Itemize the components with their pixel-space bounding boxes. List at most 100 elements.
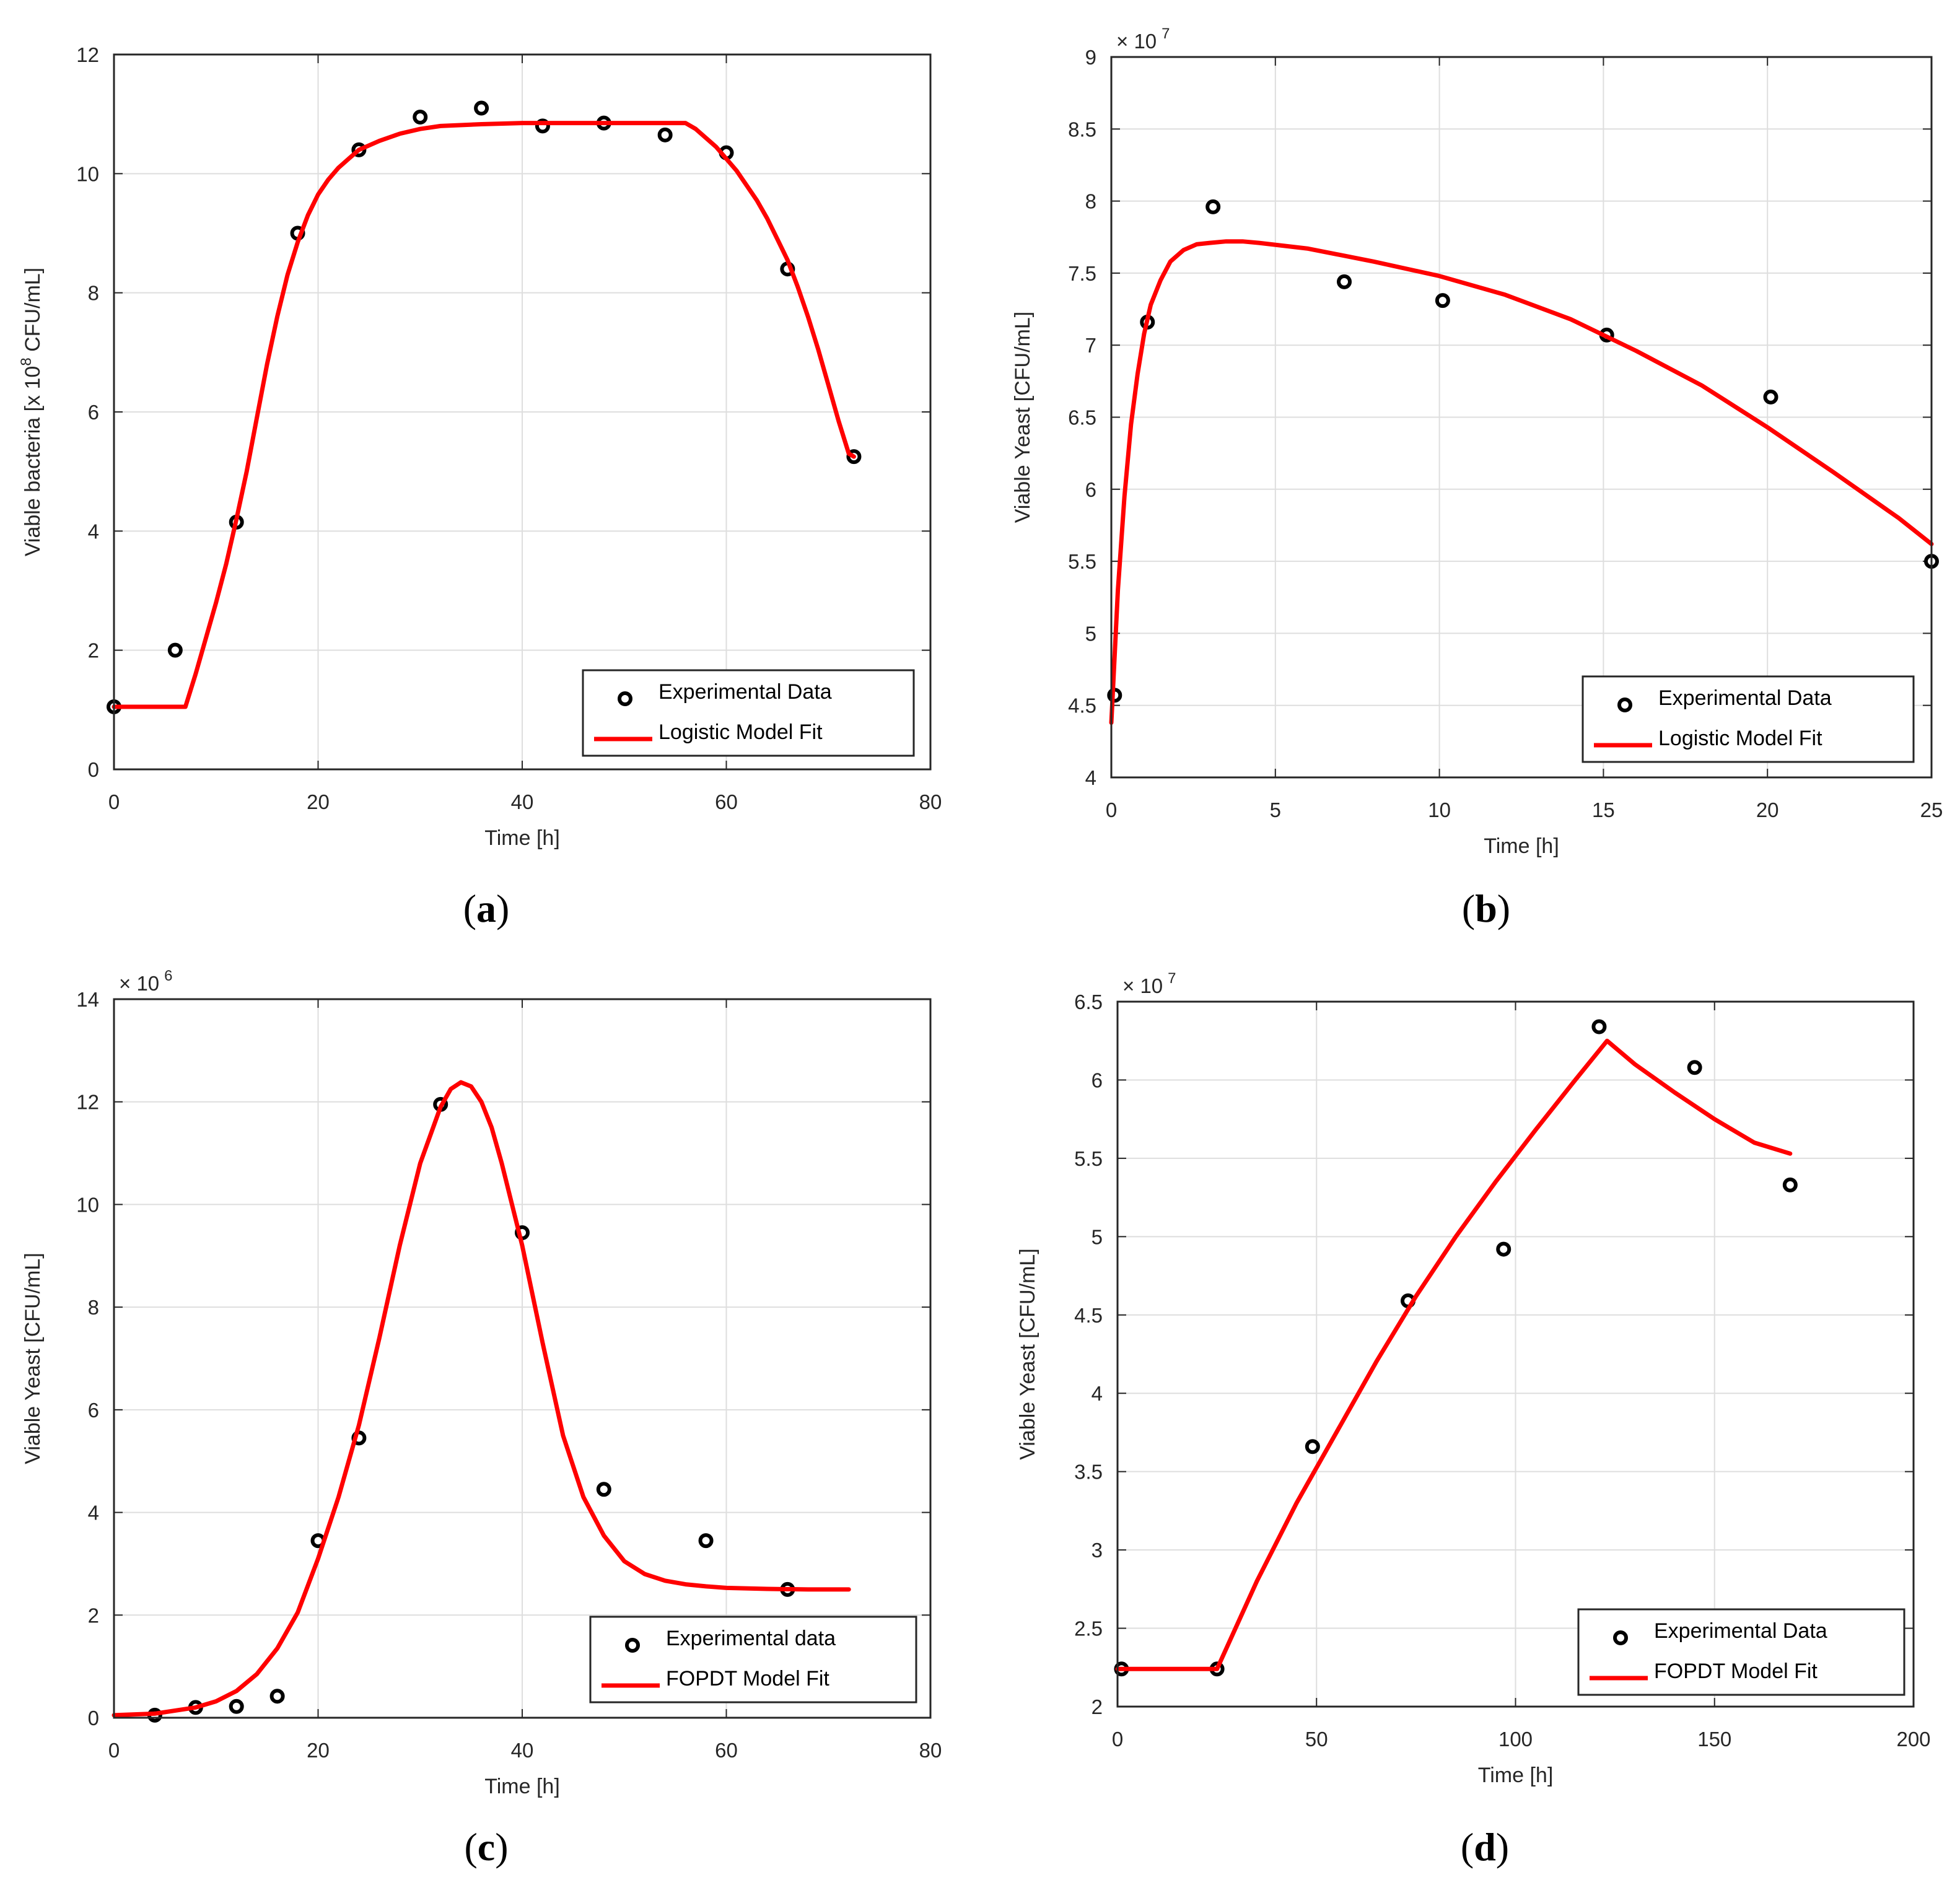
axis-exponent: × 10 7 [1122,970,1176,997]
y-axis-label: Viable Yeast [CFU/mL] [1011,312,1035,523]
legend: Experimental Data Logistic Model Fit [582,669,915,757]
y-tick-label: 12 [76,43,99,66]
y-tick-label: 0 [88,1707,99,1730]
y-axis-label-superscript: 8 [18,357,35,365]
y-tick-label: 12 [76,1091,99,1114]
y-tick-label: 6 [1092,1069,1103,1091]
y-tick-label: 6.5 [1068,406,1096,429]
data-point [474,100,489,116]
panel-label: (a) [463,886,510,930]
legend-box [589,1616,917,1703]
y-tick-label: 6 [88,1399,99,1422]
x-tick-label: 200 [1896,1728,1930,1751]
y-tick-label: 4.5 [1074,1304,1103,1327]
y-axis-label: Viable bacteria [x 108 CFU/mL] [18,268,45,556]
legend-marker-swatch [618,691,632,706]
chart-panel-c: 0 20 40 60 80 0 2 4 6 8 10 12 14 Time [h] Viable Yeast… [21,968,942,1869]
x-axis-label: Time [h] [484,826,560,850]
y-axis-label: Viable Yeast [CFU/mL] [1016,1248,1039,1459]
y-axis-label-suffix: CFU/mL] [21,268,45,357]
data-point [1591,1019,1607,1034]
axes-box [1110,56,1933,779]
panel-label-letter: a [476,886,496,930]
legend-box [1582,675,1915,763]
axes-box [1116,1000,1915,1708]
x-tick-label: 0 [1112,1728,1123,1751]
x-tick-label: 0 [108,1739,120,1762]
data-point [698,1533,714,1549]
y-tick-label: 7 [1085,334,1096,357]
y-tick-label: 10 [76,1193,99,1216]
y-tick-label: 10 [76,162,99,185]
y-tick-label: 4 [1085,766,1096,789]
legend-marker-swatch [1617,698,1632,712]
model-fit-line [112,1080,851,1718]
y-axis-label-text: Viable Yeast [CFU/mL] [1016,1248,1039,1459]
panel-label: (d) [1461,1825,1509,1869]
y-tick-label: 8 [1085,190,1096,213]
y-tick-label: 7.5 [1068,262,1096,285]
axis-exponent-power: 7 [1162,25,1170,42]
y-axis-label-text: Viable Yeast [CFU/mL] [21,1253,45,1464]
x-tick-label: 80 [919,790,942,813]
data-point [657,127,673,142]
data-point [1782,1177,1798,1192]
y-tick-label: 4.5 [1068,694,1096,717]
chart-panel-b: 0 5 10 15 20 25 4 4.5 5 5.5 6 6.5 7 7.5 8 8.5 9 Time [h] V… [1011,25,1943,930]
x-tick-label: 20 [307,790,330,813]
chart-panel-a: 0 20 40 60 80 0 2 4 6 8 10 12 Time [h] Viable bacteri… [18,43,942,930]
axis-exponent-base: × 10 [1116,30,1157,53]
data-point [1687,1060,1702,1075]
axis-exponent-base: × 10 [1122,974,1163,997]
legend: Experimental Data Logistic Model Fit [1582,675,1915,763]
x-tick-label: 5 [1270,798,1281,821]
y-tick-label: 8.5 [1068,118,1096,141]
x-tick-label: 20 [1756,798,1779,821]
legend-label: Experimental Data [1658,686,1832,710]
y-tick-label: 9 [1085,46,1096,69]
x-tick-label: 20 [307,1739,330,1762]
panel-label: (b) [1462,886,1510,930]
panel-label-open: ( [1461,1825,1474,1869]
x-tick-label: 50 [1305,1728,1328,1751]
y-tick-label: 5.5 [1068,550,1096,573]
x-tick-label: 60 [715,790,738,813]
x-axis-label: Time [h] [484,1775,560,1798]
panel-label-letter: d [1474,1825,1496,1869]
legend-box [1577,1608,1905,1696]
y-tick-label: 6 [1085,478,1096,501]
x-tick-label: 0 [108,790,120,813]
x-tick-label: 15 [1592,798,1615,821]
x-tick-label: 60 [715,1739,738,1762]
data-point [1337,274,1352,289]
panel-label-letter: c [478,1825,495,1869]
y-tick-label: 2.5 [1074,1617,1103,1640]
data-point [413,109,428,125]
data-point [596,1482,611,1497]
y-tick-label: 5 [1092,1225,1103,1248]
x-tick-label: 100 [1498,1728,1533,1751]
legend: Experimental Data FOPDT Model Fit [1577,1608,1905,1696]
x-tick-label: 150 [1697,1728,1731,1751]
legend-marker-swatch [625,1638,640,1653]
legend-box [582,669,915,757]
legend-marker-swatch [1613,1630,1628,1645]
axis-exponent-power: 7 [1168,970,1176,987]
y-tick-label: 8 [88,1296,99,1319]
y-tick-label: 8 [88,282,99,305]
y-tick-label: 6.5 [1074,991,1103,1013]
model-fit-line [1115,1038,1793,1671]
panel-label-open: ( [1462,886,1475,930]
axis-exponent: × 10 7 [1116,25,1170,53]
y-tick-label: 4 [88,520,99,543]
data-point [269,1689,285,1704]
panel-label-open: ( [464,1825,477,1869]
x-axis-label: Time [h] [1484,834,1559,858]
model-fit-line [1109,239,1934,725]
data-point [229,1699,244,1714]
y-tick-label: 5 [1085,622,1096,645]
panel-label-close: ) [495,1825,508,1869]
y-tick-label: 2 [1092,1695,1103,1718]
data-point [167,642,183,658]
